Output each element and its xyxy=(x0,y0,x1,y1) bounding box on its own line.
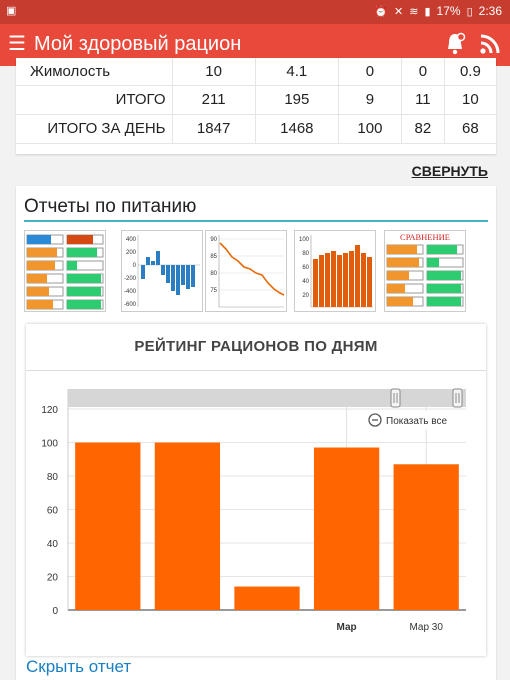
comparison-icon: СРАВНЕНИЕ xyxy=(386,232,464,307)
reset-zoom-label: Показать все xyxy=(386,416,447,427)
table-cell: 4.1 xyxy=(255,58,339,86)
svg-text:20: 20 xyxy=(302,293,309,299)
table-cell: 0.9 xyxy=(444,58,496,86)
svg-text:40: 40 xyxy=(302,279,309,285)
y-tick-label: 80 xyxy=(47,472,59,483)
reset-zoom-button[interactable]: Показать все xyxy=(366,411,454,429)
y-tick-label: 60 xyxy=(47,506,59,517)
report-thumb-calories[interactable]: 100 80 60 40 20 xyxy=(294,230,376,312)
table-cell: 10 xyxy=(444,85,496,115)
signal-icon: ▮ xyxy=(424,5,431,18)
svg-text:75: 75 xyxy=(210,288,217,294)
svg-text:0: 0 xyxy=(133,263,137,269)
nutrient-bars-icon xyxy=(26,234,104,310)
comparison-label: СРАВНЕНИЕ xyxy=(400,232,450,242)
collapse-link[interactable]: СВЕРНУТЬ xyxy=(411,163,488,179)
bell-icon[interactable] xyxy=(444,32,466,56)
svg-text:60: 60 xyxy=(302,265,309,271)
nutrition-table: Жимолость 10 4.1 0 0 0.9 ИТОГО 211 195 9… xyxy=(16,58,496,144)
table-cell: 211 xyxy=(172,85,256,115)
food-name: Жимолость xyxy=(16,58,173,86)
table-cell: 68 xyxy=(444,114,496,144)
x-tick-label: Мар xyxy=(337,622,357,633)
svg-text:80: 80 xyxy=(210,271,217,277)
title-underline xyxy=(24,220,488,222)
chart-bar[interactable] xyxy=(75,442,141,611)
svg-text:-200: -200 xyxy=(124,276,137,282)
chart-plot: 0 20 40 60 80 100 120 Мар Мар 30 Показать все xyxy=(41,388,466,633)
y-tick-label: 20 xyxy=(47,573,59,584)
line-chart-icon: 90 85 80 75 xyxy=(210,235,285,308)
chart-bar[interactable] xyxy=(234,586,300,610)
zoom-handle-left[interactable] xyxy=(390,388,401,408)
chart-divider xyxy=(26,370,486,371)
reports-card: Отчеты по питанию 400 200 0 -200 -400 -600 xyxy=(16,186,496,680)
row-label: ИТОГО xyxy=(16,85,173,115)
status-bar: ▣ ⏰ ✕ ≋ ▮ 17% ▯ 2:36 xyxy=(0,0,510,24)
report-thumb-weight[interactable]: 90 85 80 75 xyxy=(205,230,287,312)
y-tick-label: 0 xyxy=(52,606,58,617)
chart-bar[interactable] xyxy=(154,442,221,611)
nutrition-table-card: Жимолость 10 4.1 0 0 0.9 ИТОГО 211 195 9… xyxy=(16,58,496,154)
wifi-icon: ≋ xyxy=(409,5,419,18)
zoom-out-icon xyxy=(368,413,382,427)
mute-icon: ✕ xyxy=(394,5,404,18)
table-cell: 9 xyxy=(338,85,402,115)
daily-rating-chart: РЕЙТИНГ РАЦИОНОВ ПО ДНЯМ 0 20 40 60 80 100 120… xyxy=(26,324,486,656)
zoom-handle-right[interactable] xyxy=(452,388,463,408)
report-thumb-comparison[interactable]: СРАВНЕНИЕ xyxy=(384,230,466,312)
reports-title: Отчеты по питанию xyxy=(24,196,197,217)
table-cell: 10 xyxy=(172,58,256,86)
table-cell: 0 xyxy=(401,58,445,86)
y-tick-label: 100 xyxy=(41,439,58,450)
app-title: Мой здоровый рацион xyxy=(34,33,242,55)
balance-chart-icon: 400 200 0 -200 -400 -600 xyxy=(124,235,200,308)
svg-text:400: 400 xyxy=(126,237,137,243)
table-cell: 100 xyxy=(338,114,402,144)
hide-report-link[interactable]: Скрыть отчет xyxy=(26,657,132,676)
report-thumb-nutrients[interactable] xyxy=(24,230,106,312)
x-tick-label: Мар 30 xyxy=(409,622,443,633)
clock: 2:36 xyxy=(478,4,502,18)
table-cell: 82 xyxy=(401,114,445,144)
table-cell: 1847 xyxy=(172,114,256,144)
y-tick-label: 40 xyxy=(47,539,59,550)
svg-text:-400: -400 xyxy=(124,289,137,295)
battery-level: 17% xyxy=(436,4,461,18)
status-icons: ⏰ ✕ ≋ ▮ 17% ▯ 2:36 xyxy=(374,4,502,18)
alarm-icon: ⏰ xyxy=(374,5,389,18)
bar-chart-icon: 100 80 60 40 20 xyxy=(299,235,373,308)
chart-bar[interactable] xyxy=(313,447,380,610)
svg-text:-600: -600 xyxy=(124,302,137,308)
table-cell: 1468 xyxy=(255,114,339,144)
table-row: ИТОГО 211 195 9 11 10 xyxy=(16,85,496,115)
zoom-navigator[interactable] xyxy=(68,389,466,407)
table-cell: 195 xyxy=(255,85,339,115)
table-cell: 0 xyxy=(338,58,402,86)
svg-text:200: 200 xyxy=(126,250,137,256)
svg-text:80: 80 xyxy=(302,251,309,257)
table-cell: 11 xyxy=(401,85,445,115)
report-thumb-balance[interactable]: 400 200 0 -200 -400 -600 xyxy=(121,230,203,312)
svg-text:90: 90 xyxy=(210,237,217,243)
row-label: ИТОГО ЗА ДЕНЬ xyxy=(16,114,173,144)
svg-text:85: 85 xyxy=(210,254,217,260)
svg-text:100: 100 xyxy=(299,237,310,243)
chart-title: РЕЙТИНГ РАЦИОНОВ ПО ДНЯМ xyxy=(134,338,378,355)
table-row: ИТОГО ЗА ДЕНЬ 1847 1468 100 82 68 xyxy=(16,114,496,144)
notification-icon: ▣ xyxy=(6,5,17,17)
rss-icon[interactable] xyxy=(478,32,500,56)
table-row: Жимолость 10 4.1 0 0 0.9 xyxy=(16,58,496,86)
hamburger-icon[interactable]: ☰ xyxy=(8,33,26,55)
y-tick-label: 120 xyxy=(41,405,58,416)
chart-bar[interactable] xyxy=(393,464,459,610)
battery-icon: ▯ xyxy=(466,5,473,18)
